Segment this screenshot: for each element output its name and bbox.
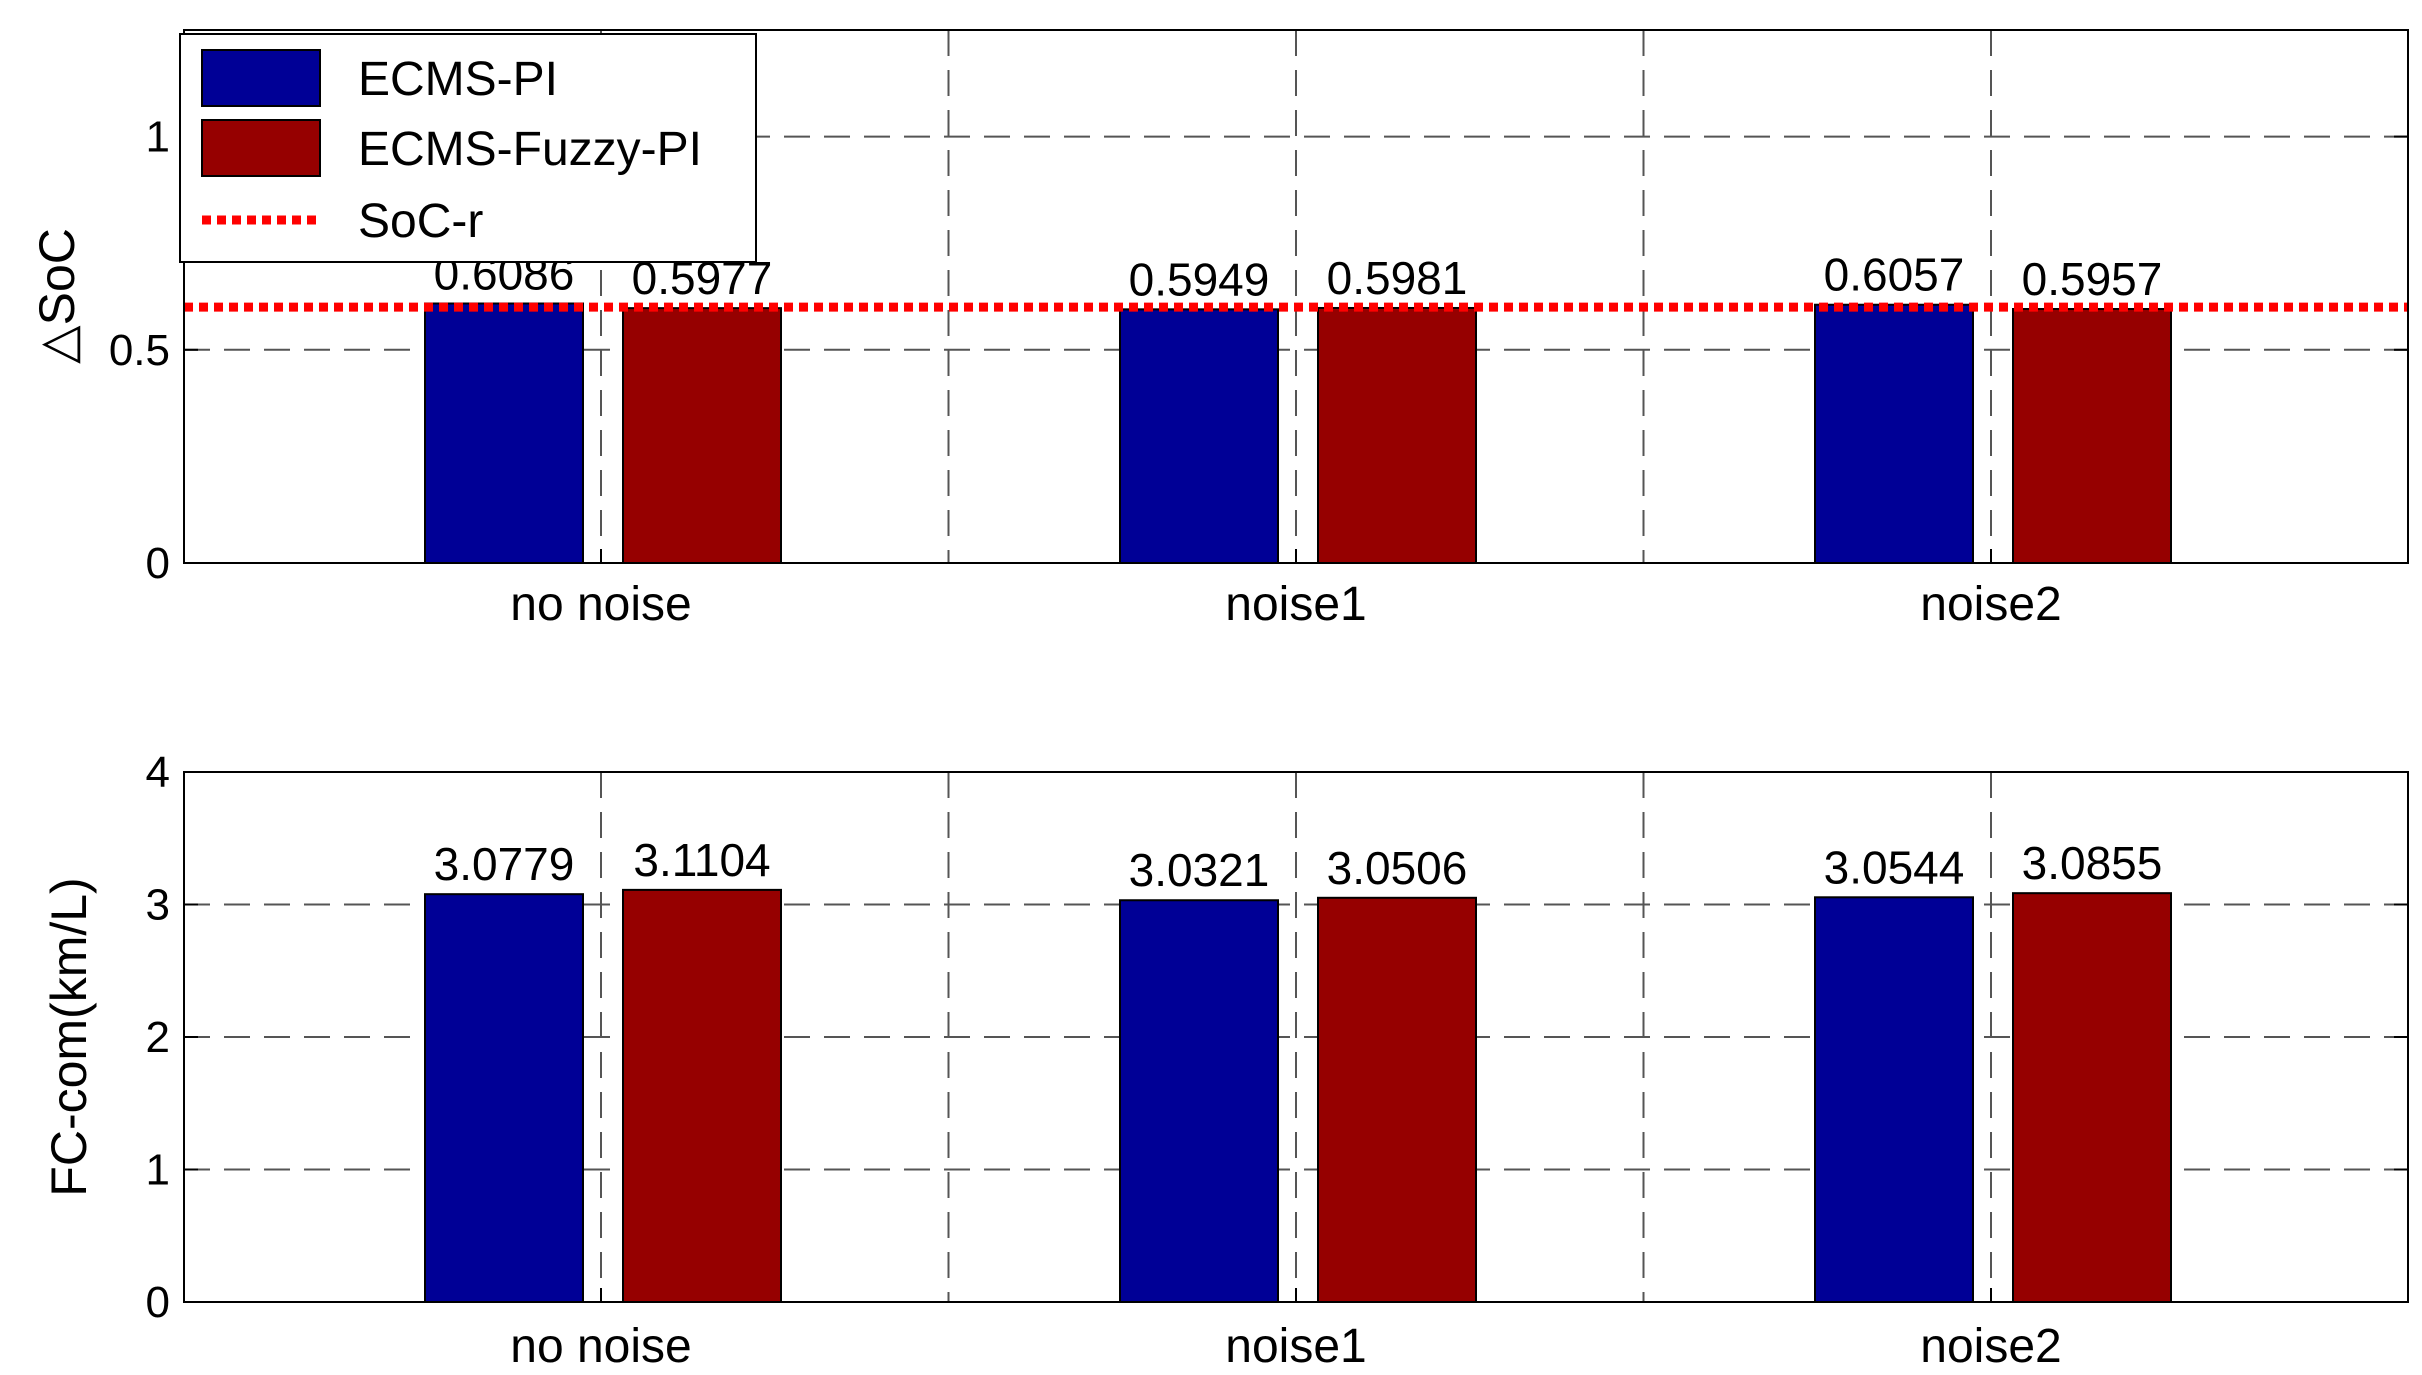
bar-ecms-pi (1814, 303, 1974, 564)
data-label: 0.5981 (1327, 252, 1468, 304)
x-tick-label: no noise (510, 1320, 691, 1373)
y-axis-label: FC-com(km/L) (41, 877, 97, 1196)
y-tick-label: 0 (146, 539, 170, 588)
data-label: 0.5957 (2022, 253, 2163, 305)
data-label: 3.0321 (1129, 844, 1270, 896)
y-tick-label: 1 (146, 113, 170, 162)
data-label: 3.0544 (1824, 841, 1965, 893)
legend: ECMS-PI ECMS-Fuzzy-PI SoC-r (179, 33, 757, 263)
y-tick-label: 4 (146, 748, 170, 797)
x-tick-label: no noise (510, 578, 691, 631)
data-label: 0.6057 (1824, 249, 1965, 301)
data-label: 3.0779 (434, 838, 575, 890)
bar-ecms-fuzzy-pi (2012, 307, 2172, 565)
legend-label: SoC-r (358, 195, 483, 248)
data-label: 3.1104 (633, 834, 770, 886)
bar-ecms-pi (424, 893, 584, 1303)
x-tick-label: noise2 (1920, 1320, 2061, 1373)
bar-ecms-fuzzy-pi (622, 307, 782, 564)
data-label: 3.0855 (2022, 837, 2163, 889)
x-tick-label: noise1 (1225, 578, 1366, 631)
y-tick-label: 1 (146, 1146, 170, 1195)
bar-ecms-pi (1119, 308, 1279, 564)
bar-ecms-fuzzy-pi (2012, 892, 2172, 1303)
bar-ecms-pi (1814, 896, 1974, 1303)
legend-swatch-ecms-pi (201, 49, 321, 107)
y-axis-label: △SoC (29, 228, 85, 364)
fc-panel: 3.0779 3.0321 3.0544 3.1104 3.0506 3.0855 0 1 2 3… (41, 748, 2409, 1373)
bar-ecms-fuzzy-pi (1317, 896, 1477, 1303)
legend-label: ECMS-Fuzzy-PI (358, 123, 702, 176)
y-tick-label: 0.5 (109, 326, 170, 375)
bar-ecms-pi (424, 302, 584, 564)
bar-ecms-fuzzy-pi (1317, 306, 1477, 564)
bar-ecms-pi (1119, 899, 1279, 1303)
data-label: 0.5949 (1129, 253, 1270, 305)
legend-label: ECMS-PI (358, 53, 558, 106)
x-tick-label: noise2 (1920, 578, 2061, 631)
bar-ecms-fuzzy-pi (622, 888, 782, 1303)
y-tick-label: 3 (146, 881, 170, 930)
data-label: 3.0506 (1327, 842, 1468, 894)
y-tick-label: 2 (146, 1013, 170, 1062)
x-tick-label: noise1 (1225, 1320, 1366, 1373)
legend-swatch-ecms-fuzzy-pi (201, 119, 321, 177)
y-tick-label: 0 (146, 1278, 170, 1327)
